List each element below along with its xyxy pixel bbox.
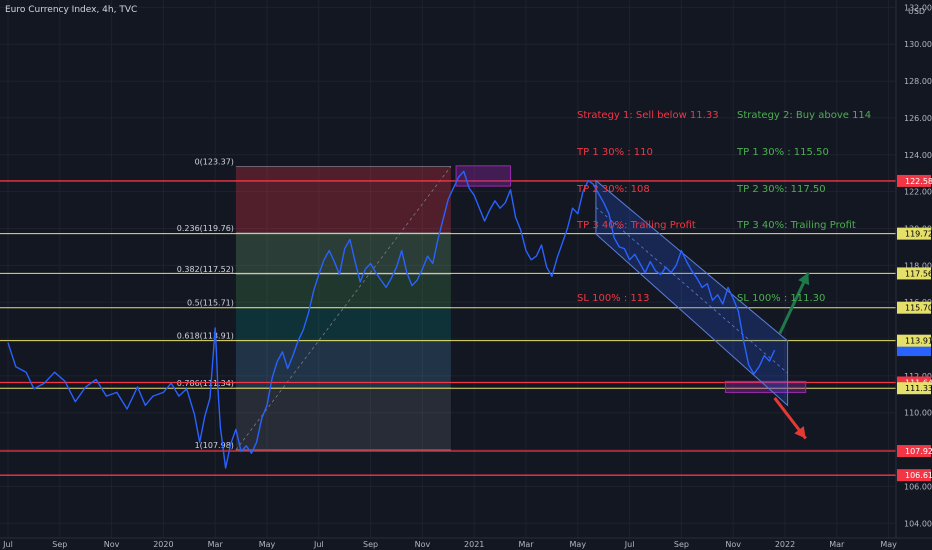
descending-channel [595,179,789,407]
currency-label: USD [908,7,925,16]
price-level-badge-text: 122.58 [905,177,932,186]
fib-band [235,340,451,389]
y-tick-label: 130.00 [904,40,932,49]
channel-midline [595,206,788,374]
price-level-badge [897,334,931,347]
price-line [7,170,776,469]
y-tick-label: 112.00 [904,372,932,381]
price-level-badge [897,445,931,458]
price-level-badge [897,382,931,395]
price-level-badge [897,267,931,280]
time-axis-bg [0,538,932,550]
drawings [455,165,810,440]
strategy-2-line: TP 3 40%: Trailing Profit [737,220,856,232]
fib-level-label: 0.786(111.34) [177,379,234,388]
price-level-badge-text: 111.33 [905,384,932,393]
y-tick-label: 122.00 [904,188,932,197]
fib-level-label: 0(123.37) [195,157,234,166]
strategy-2-line [737,257,871,269]
x-tick-label: May [570,540,587,549]
fib-band [235,274,451,308]
x-tick-label: May [259,540,276,549]
x-tick-label: Mar [518,540,534,549]
horizontal-levels [0,180,896,476]
fib-level-label: 1(107.98) [195,441,234,450]
support-zone [724,380,807,393]
x-tick-label: Sep [52,540,67,549]
x-tick-label: Sep [363,540,378,549]
strategy-1-line: SL 100% : 113 [577,293,650,305]
resistance-zone [455,165,511,187]
y-tick-label: 124.00 [904,151,932,160]
fib-band [235,307,451,341]
fib-zones: 0(123.37) 0.236(119.76) 0.382(117.52) 0.5(1… [177,157,452,451]
fib-level-label: 0.382(117.52) [177,265,234,274]
price-level-badge-text: 119.72 [905,230,932,239]
strategy-2-line: SL 100% : 111.30 [737,293,826,305]
fib-level-label: 0.618(113.91) [177,332,234,341]
price-level-badge-text: 106.61 [905,471,932,480]
fib-level-label: 0.5(115.71) [187,299,234,308]
fib-band [235,388,451,450]
strategy-2-text: Strategy 2: Buy above 114 TP 1 30% : 115… [737,86,871,318]
y-tick-label: 104.00 [904,519,932,528]
y-tick-label: 126.00 [904,114,932,123]
price-level-badge-text: 107.92 [905,447,932,456]
y-tick-label: 118.00 [904,261,932,270]
price-level-badge-text: 117.56 [905,269,932,278]
x-tick-label: Nov [104,540,120,549]
x-tick-label: Sep [674,540,689,549]
price-series [7,170,776,469]
x-tick-label: Nov [725,540,741,549]
grid [0,0,896,538]
price-level-badge [897,301,931,314]
fib-band [235,166,451,233]
time-axis[interactable]: Jul Sep Nov 2020 Mar May Jul Sep Nov 2021 Mar May Ju… [0,537,932,550]
strategy-1-line: Strategy 1: Sell below 11.33 [577,110,719,122]
strategy-1-line [577,257,719,269]
strategy-1-line: TP 3 40%: Trailing Profit [577,220,696,232]
x-tick-label: Jul [313,540,324,549]
fib-trend-line [235,166,452,451]
price-axis[interactable]: 104.00106.00108.00110.00112.00114.00116.… [895,0,932,550]
y-tick-label: 106.00 [904,482,932,491]
x-tick-label: 2020 [153,540,173,549]
x-tick-label: Mar [829,540,845,549]
last-price-marker [897,344,931,357]
strategy-2-line: TP 2 30%: 117.50 [737,183,826,195]
y-tick-label: 128.00 [904,77,932,86]
strategy-1-text: Strategy 1: Sell below 11.33 TP 1 30% : … [577,86,719,318]
price-level-badge [897,227,931,240]
price-level-badge-text: 115.70 [905,304,932,313]
strategy-1-line: TP 2 30%: 108 [577,183,650,195]
chart-title: Euro Currency Index, 4h, TVC [5,5,138,15]
fib-level-label: 0.236(119.76) [177,224,234,233]
price-level-badge [897,174,931,187]
y-tick-label: 110.00 [904,409,932,418]
x-tick-label: 2022 [775,540,795,549]
up-arrow-head [798,272,810,286]
price-level-badge-text: 113.91 [905,337,932,346]
x-tick-label: May [880,540,897,549]
strategy-2-line: TP 1 30% : 115.50 [737,147,829,159]
strategy-1-line: TP 1 30% : 110 [577,147,653,159]
x-tick-label: Jul [624,540,635,549]
y-tick-label: 132.00 [904,3,932,12]
strategy-2-line: Strategy 2: Buy above 114 [737,110,872,122]
price-level-badge [897,469,931,482]
x-tick-label: Jul [2,540,13,549]
x-tick-label: 2021 [464,540,484,549]
down-arrow-head [794,426,806,439]
x-tick-label: Mar [208,540,224,549]
up-arrow-shaft [778,272,810,335]
x-tick-label: Nov [415,540,431,549]
